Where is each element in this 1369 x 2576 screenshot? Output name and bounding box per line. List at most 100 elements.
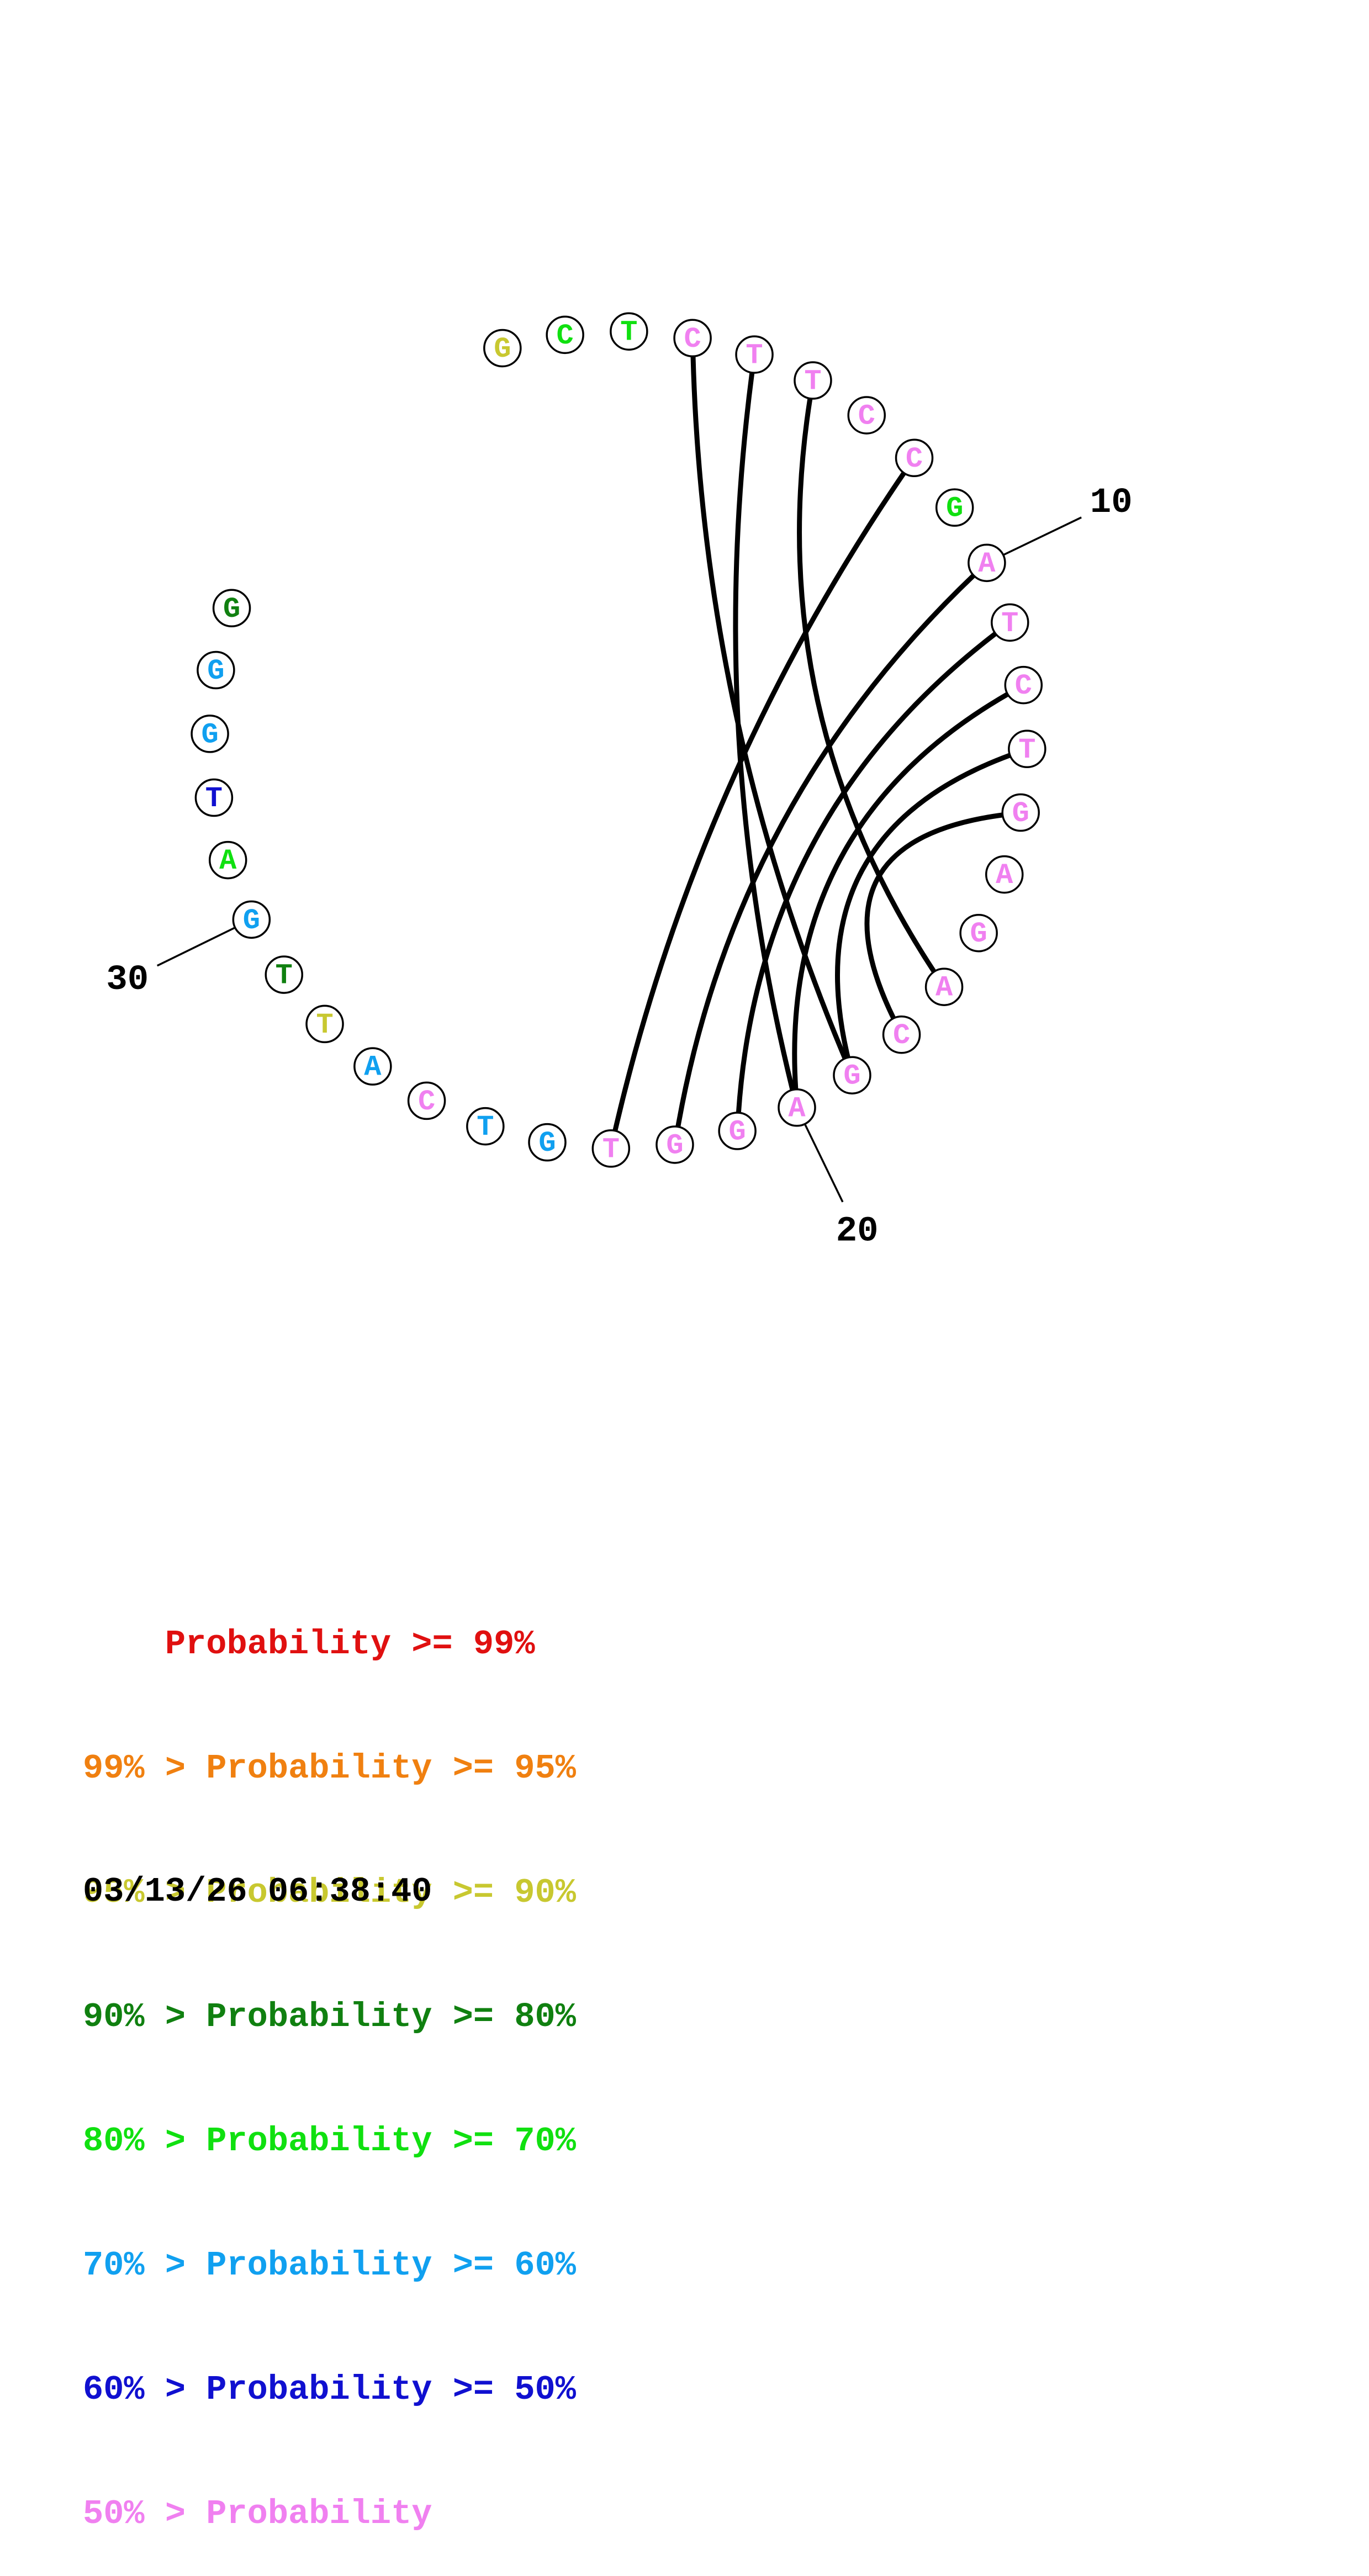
nucleotide-circle (882, 1015, 921, 1054)
nucleotide-circle (895, 438, 934, 478)
nucleotide-letter: G (729, 1116, 746, 1149)
nucleotide-letter: G (201, 718, 218, 751)
nucleotide-circle (483, 329, 522, 368)
nucleotide-19: G (833, 1056, 871, 1094)
nucleotide-circle (735, 335, 774, 374)
nucleotide-letter: G (1012, 797, 1029, 830)
nucleotide-circle (265, 955, 304, 994)
legend-line-7: 60% > Probability >= 50% (83, 2370, 576, 2409)
nucleotide-circle (985, 855, 1024, 894)
nucleotide-circle (610, 312, 648, 351)
nucleotide-circle (1004, 665, 1043, 705)
nucleotide-circle (778, 1088, 816, 1127)
nucleotide-letter: C (684, 323, 701, 356)
index-label-10: 10 (1090, 483, 1133, 523)
pair-line-3 (797, 396, 937, 975)
nucleotide-32: T (194, 778, 234, 817)
nucleotide-7: C (847, 396, 886, 435)
nucleotide-letter: G (243, 904, 260, 937)
nucleotide-letter: A (788, 1092, 806, 1125)
nucleotide-11: T (991, 603, 1029, 642)
nucleotide-circle (353, 1047, 392, 1086)
nucleotide-letter: G (946, 493, 963, 525)
pair-line-8 (835, 753, 1013, 1060)
index-labels: 10 20 30 (106, 483, 1132, 1252)
nucleotide-letter: T (477, 1111, 494, 1144)
nucleotide-letter: A (935, 972, 953, 1004)
nucleotide-circle (546, 315, 584, 355)
nucleotide-4: C (673, 319, 712, 358)
nucleotide-5: T (735, 335, 774, 374)
nucleotide-circle (528, 1123, 567, 1162)
legend-line-2: 99% > Probability >= 95% (83, 1749, 576, 1788)
nucleotide-letter: G (970, 918, 987, 950)
nucleotide-letter: T (746, 340, 763, 372)
nucleotide-circle (208, 840, 247, 880)
index-tick-30 (156, 927, 236, 967)
nucleotide-circle (1001, 793, 1040, 832)
nucleotide-2: C (546, 315, 584, 355)
nucleotide-circle (194, 778, 234, 817)
nucleotide-letter: A (996, 859, 1013, 892)
nucleotide-circle (935, 488, 974, 527)
pair-line-6 (736, 631, 998, 1115)
nucleotide-circle (924, 967, 964, 1006)
pair-line-5 (675, 573, 976, 1129)
nucleotide-letter: A (364, 1051, 382, 1084)
nucleotide-6: T (794, 361, 832, 400)
legend-line-6: 70% > Probability >= 60% (83, 2246, 576, 2285)
nucleotide-24: G (528, 1123, 567, 1162)
nucleotide-17: A (924, 967, 964, 1006)
nucleotide-23: T (591, 1129, 631, 1168)
legend-line-1: Probability >= 99% (83, 1625, 535, 1664)
nucleotide-29: T (265, 955, 304, 994)
nucleotide-circle (656, 1125, 694, 1164)
nucleotide-letter: G (843, 1060, 860, 1093)
nucleotide-circle (847, 396, 886, 435)
nucleotide-25: T (466, 1107, 505, 1146)
timestamp: 03/13/26 06:38:40 (83, 1872, 432, 1911)
nucleotide-20: A (778, 1088, 816, 1127)
nucleotide-circle (1008, 729, 1046, 769)
nucleotide-circle (794, 361, 832, 400)
nucleotide-28: T (305, 1004, 344, 1044)
nucleotide-circle (466, 1107, 505, 1146)
nucleotide-letter: A (219, 845, 237, 877)
nucleotide-14: G (1001, 793, 1040, 832)
nucleotide-letter: T (602, 1133, 620, 1166)
legend-line-5: 80% > Probability >= 70% (83, 2122, 576, 2161)
nucleotide-circle (197, 650, 235, 690)
nucleotide-letter: A (978, 548, 996, 580)
nucleotide-letter: T (205, 782, 223, 815)
nucleotide-3: T (610, 312, 648, 351)
nucleotide-27: A (353, 1047, 392, 1086)
nucleotide-circle (407, 1081, 446, 1120)
nucleotide-22: G (656, 1125, 694, 1164)
nucleotide-34: G (197, 650, 235, 690)
nucleotide-letter: T (316, 1009, 333, 1041)
pair-line-7 (792, 691, 1011, 1092)
nucleotide-letter: C (418, 1086, 435, 1118)
nucleotide-35: G (212, 589, 251, 628)
index-tick-20 (804, 1123, 844, 1203)
nucleotide-1: G (483, 329, 522, 368)
nucleotide-letter: T (276, 960, 293, 992)
nucleotide-letter: T (804, 366, 821, 398)
legend-line-3: 95% > Probability >= 90% (83, 1873, 576, 1912)
nucleotide-8: C (895, 438, 934, 478)
nucleotide-letter: T (620, 316, 637, 349)
nucleotide-13: T (1008, 729, 1046, 769)
nucleotide-circle (833, 1056, 871, 1094)
nucleotide-12: C (1004, 665, 1043, 705)
nucleotide-9: G (935, 488, 974, 527)
index-label-20: 20 (836, 1212, 879, 1252)
pair-line-9 (864, 812, 1005, 1021)
probability-legend: Probability >= 99% 99% > Probability >= … (83, 1541, 576, 2576)
pair-line-4 (612, 470, 907, 1134)
nucleotide-letter: G (494, 333, 511, 366)
nucleotide-letter: G (666, 1129, 683, 1162)
nucleotide-21: G (718, 1112, 757, 1150)
nucleotide-circle (232, 900, 271, 939)
nucleotide-letter: G (207, 655, 224, 687)
